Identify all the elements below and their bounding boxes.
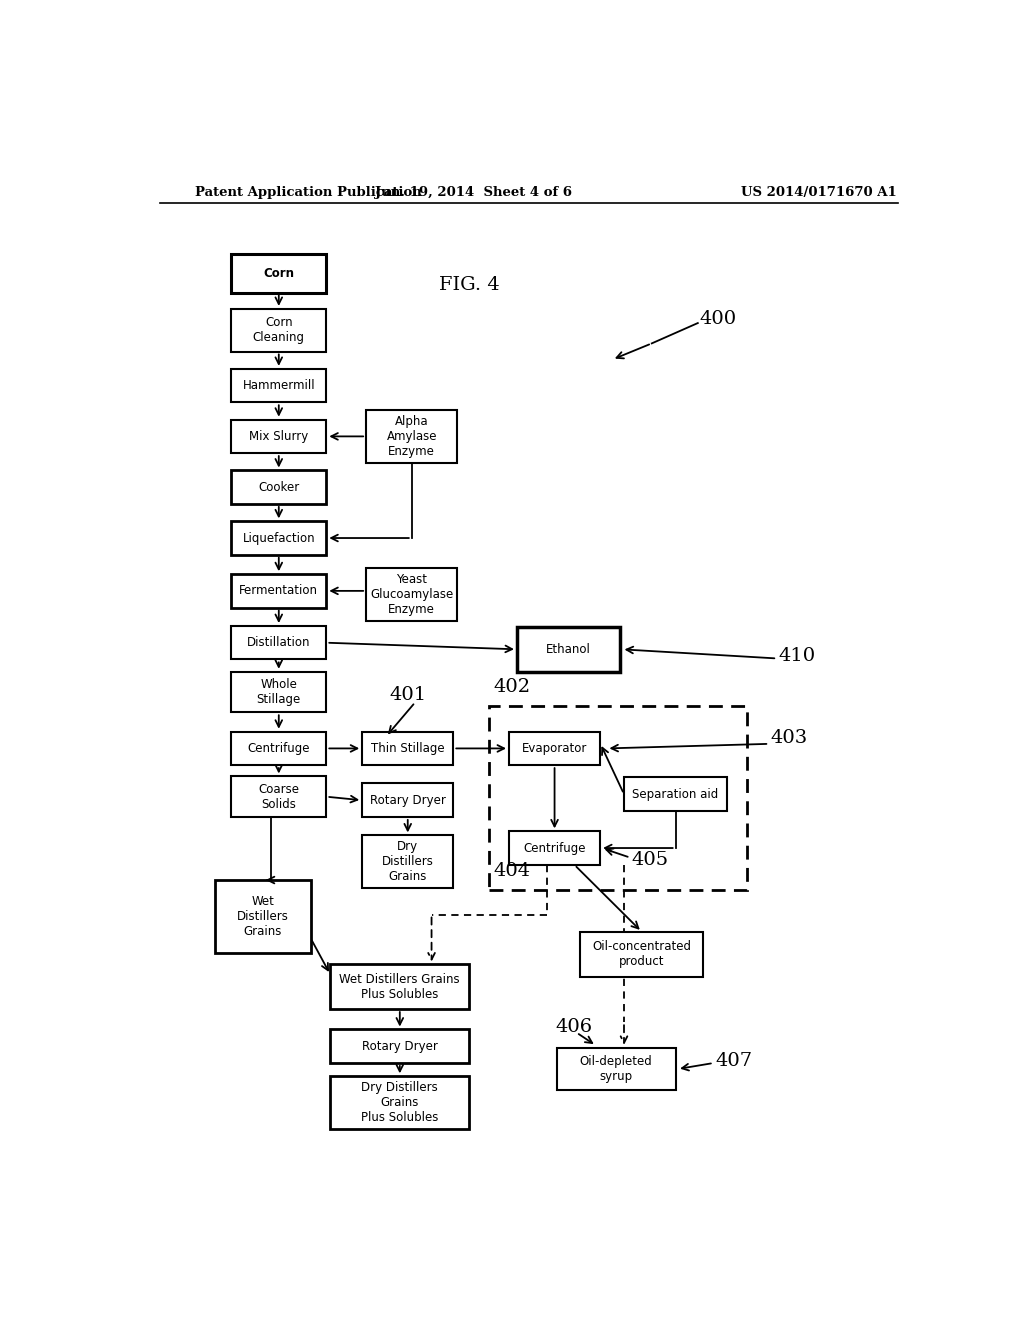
Text: Wet
Distillers
Grains: Wet Distillers Grains bbox=[237, 895, 289, 939]
Text: 402: 402 bbox=[494, 678, 530, 696]
Bar bbox=[509, 731, 600, 766]
Bar bbox=[509, 832, 600, 865]
Bar bbox=[231, 731, 327, 766]
Bar bbox=[231, 776, 327, 817]
Bar bbox=[367, 568, 458, 620]
Bar bbox=[231, 574, 327, 607]
Text: Corn
Cleaning: Corn Cleaning bbox=[253, 317, 305, 345]
Text: FIG. 4: FIG. 4 bbox=[439, 276, 500, 294]
Text: Oil-depleted
syrup: Oil-depleted syrup bbox=[580, 1055, 652, 1084]
Text: 410: 410 bbox=[778, 647, 816, 665]
Text: US 2014/0171670 A1: US 2014/0171670 A1 bbox=[740, 186, 896, 199]
Text: Oil-concentrated
product: Oil-concentrated product bbox=[592, 940, 691, 969]
Text: Dry Distillers
Grains
Plus Solubles: Dry Distillers Grains Plus Solubles bbox=[361, 1081, 438, 1125]
Text: Centrifuge: Centrifuge bbox=[523, 842, 586, 854]
Bar bbox=[231, 368, 327, 403]
Bar bbox=[331, 965, 469, 1008]
Text: Thin Stillage: Thin Stillage bbox=[371, 742, 444, 755]
Bar bbox=[231, 521, 327, 554]
Bar bbox=[231, 626, 327, 660]
Bar bbox=[367, 411, 458, 463]
Text: 404: 404 bbox=[494, 862, 530, 880]
Text: Cooker: Cooker bbox=[258, 480, 299, 494]
Text: Corn: Corn bbox=[263, 267, 294, 280]
Text: Distillation: Distillation bbox=[247, 636, 310, 649]
Bar bbox=[517, 627, 621, 672]
Bar bbox=[215, 880, 310, 953]
Bar bbox=[489, 706, 748, 890]
Text: 407: 407 bbox=[715, 1052, 753, 1071]
Text: Patent Application Publication: Patent Application Publication bbox=[196, 186, 422, 199]
Bar bbox=[557, 1048, 676, 1090]
Text: Mix Slurry: Mix Slurry bbox=[249, 430, 308, 444]
Text: Centrifuge: Centrifuge bbox=[248, 742, 310, 755]
Text: 405: 405 bbox=[632, 850, 669, 869]
Text: Fermentation: Fermentation bbox=[240, 585, 318, 598]
Text: Jun. 19, 2014  Sheet 4 of 6: Jun. 19, 2014 Sheet 4 of 6 bbox=[375, 186, 571, 199]
Text: Ethanol: Ethanol bbox=[546, 643, 591, 656]
Bar bbox=[231, 672, 327, 713]
Bar bbox=[362, 784, 454, 817]
Bar bbox=[331, 1076, 469, 1129]
Text: Coarse
Solids: Coarse Solids bbox=[258, 783, 299, 810]
Text: Dry
Distillers
Grains: Dry Distillers Grains bbox=[382, 841, 434, 883]
Text: 401: 401 bbox=[390, 686, 427, 704]
Text: 406: 406 bbox=[555, 1019, 592, 1036]
Bar bbox=[231, 420, 327, 453]
Text: Wet Distillers Grains
Plus Solubles: Wet Distillers Grains Plus Solubles bbox=[340, 973, 460, 1001]
Bar bbox=[624, 777, 727, 810]
Bar bbox=[362, 836, 454, 888]
Text: Separation aid: Separation aid bbox=[633, 788, 719, 801]
Text: Rotary Dryer: Rotary Dryer bbox=[361, 1040, 437, 1053]
Text: Rotary Dryer: Rotary Dryer bbox=[370, 793, 445, 807]
Bar bbox=[581, 932, 703, 977]
Bar bbox=[231, 253, 327, 293]
Text: Yeast
Glucoamylase
Enzyme: Yeast Glucoamylase Enzyme bbox=[370, 573, 454, 616]
Bar bbox=[231, 470, 327, 504]
Text: 400: 400 bbox=[699, 310, 736, 327]
Text: 403: 403 bbox=[771, 729, 808, 747]
Text: Liquefaction: Liquefaction bbox=[243, 532, 315, 545]
Text: Evaporator: Evaporator bbox=[522, 742, 587, 755]
Bar bbox=[231, 309, 327, 351]
Text: Whole
Stillage: Whole Stillage bbox=[257, 678, 301, 706]
Text: Alpha
Amylase
Enzyme: Alpha Amylase Enzyme bbox=[386, 416, 437, 458]
Bar bbox=[362, 731, 454, 766]
Text: Hammermill: Hammermill bbox=[243, 379, 315, 392]
Bar bbox=[331, 1030, 469, 1063]
